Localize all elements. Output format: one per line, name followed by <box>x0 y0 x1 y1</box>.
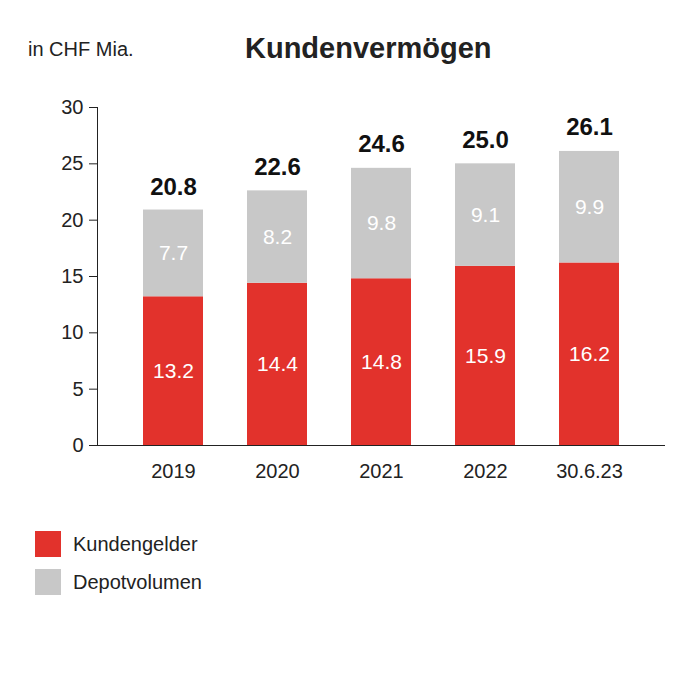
svg-text:5: 5 <box>72 378 83 400</box>
svg-text:16.2: 16.2 <box>569 342 610 365</box>
svg-text:0: 0 <box>72 434 83 456</box>
svg-text:9.8: 9.8 <box>367 211 396 234</box>
svg-text:10: 10 <box>61 321 83 343</box>
svg-text:30.6.23: 30.6.23 <box>556 460 623 482</box>
html-text:in CHF Mia.: in CHF Mia. <box>28 38 134 60</box>
html-text:Kundengelder: Kundengelder <box>73 532 198 555</box>
svg-text:15.9: 15.9 <box>465 344 506 367</box>
svg-text:9.9: 9.9 <box>575 195 604 218</box>
svg-text:2022: 2022 <box>463 460 508 482</box>
svg-text:2021: 2021 <box>359 460 404 482</box>
svg-text:30: 30 <box>61 96 83 118</box>
svg-text:2019: 2019 <box>151 460 196 482</box>
svg-text:24.6: 24.6 <box>358 130 405 157</box>
svg-text:15: 15 <box>61 265 83 287</box>
svg-text:25.0: 25.0 <box>462 126 509 153</box>
html-text:Depotvolumen: Depotvolumen <box>73 570 202 593</box>
svg-text:8.2: 8.2 <box>263 225 292 248</box>
svg-text:26.1: 26.1 <box>566 113 613 140</box>
svg-text:22.6: 22.6 <box>254 153 301 180</box>
svg-text:7.7: 7.7 <box>159 241 188 264</box>
svg-text:14.8: 14.8 <box>361 350 402 373</box>
svg-text:9.1: 9.1 <box>471 203 500 226</box>
svg-text:20.8: 20.8 <box>150 173 197 200</box>
svg-text:2020: 2020 <box>255 460 300 482</box>
svg-text:20: 20 <box>61 209 83 231</box>
svg-text:14.4: 14.4 <box>257 352 298 375</box>
svg-text:13.2: 13.2 <box>153 359 194 382</box>
svg-text:25: 25 <box>61 152 83 174</box>
html-text:Kundenvermögen: Kundenvermögen <box>245 32 492 64</box>
